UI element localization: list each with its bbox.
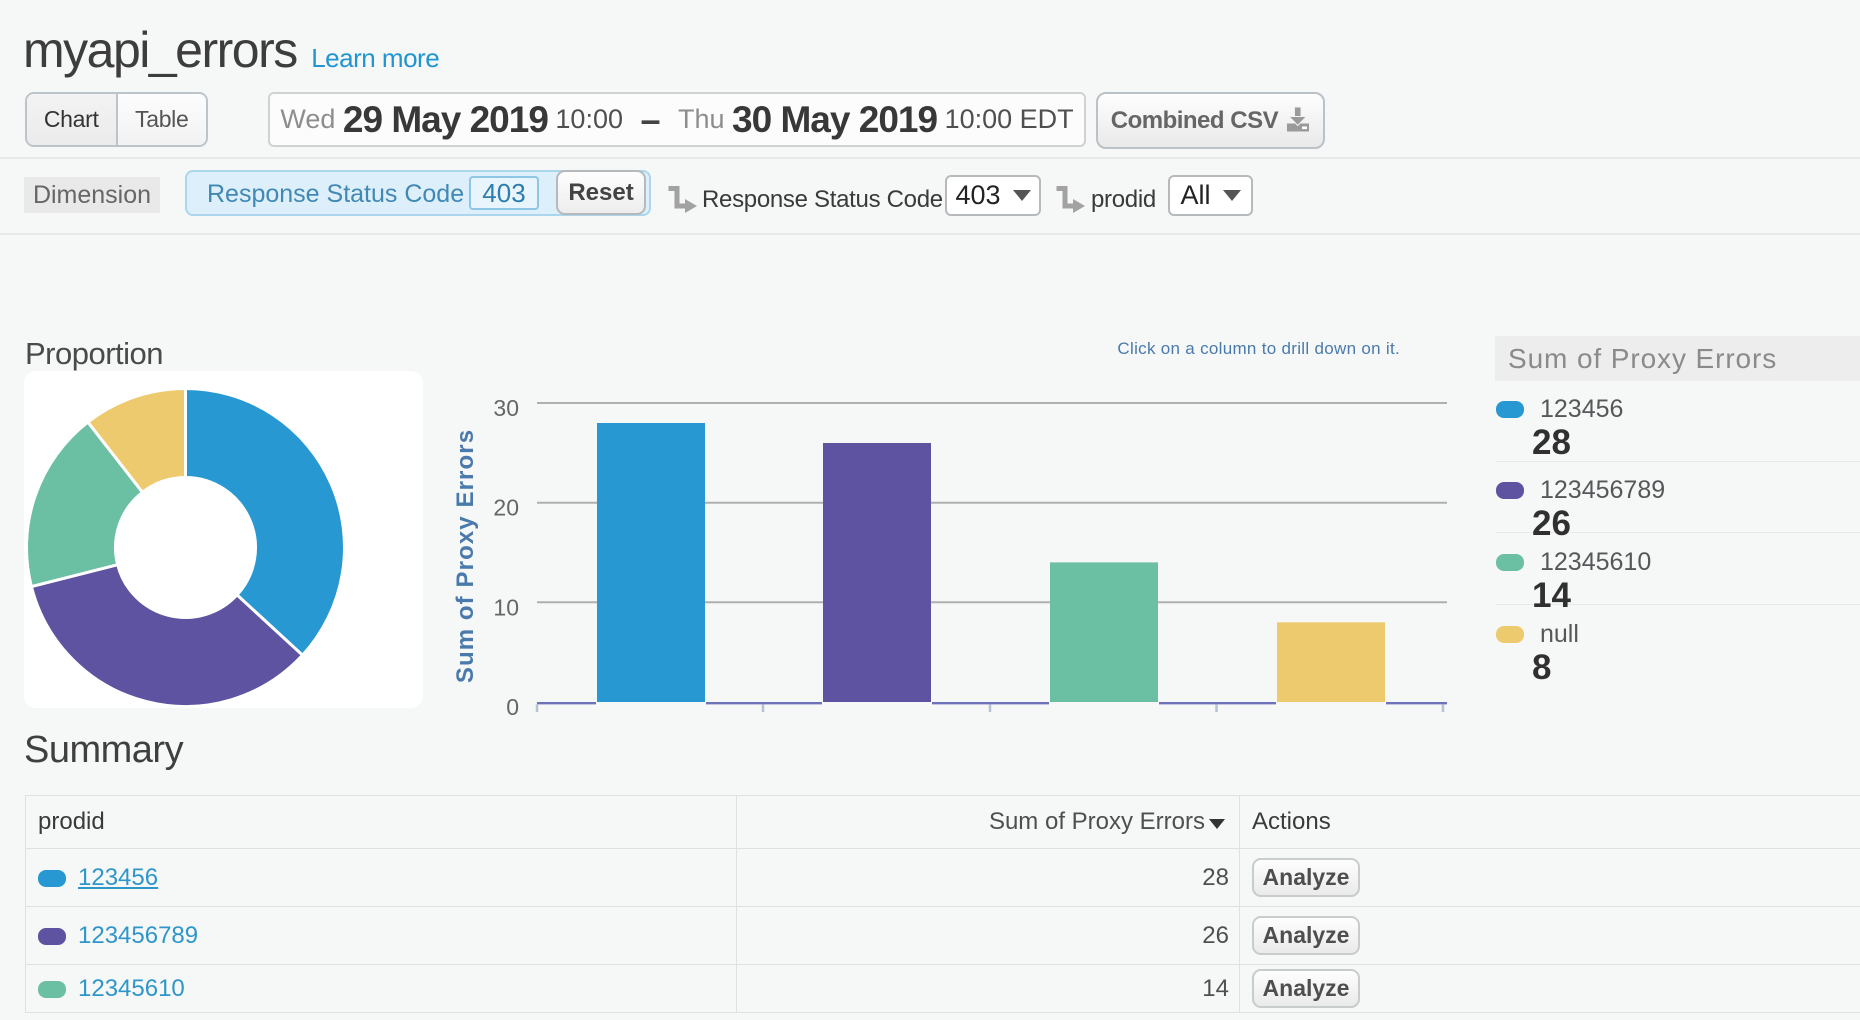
svg-text:20: 20 [493, 495, 519, 521]
svg-text:0: 0 [506, 694, 519, 720]
svg-text:30: 30 [493, 395, 519, 421]
svg-text:Sum of Proxy Errors: Sum of Proxy Errors [452, 429, 479, 683]
svg-text:10: 10 [493, 594, 519, 620]
